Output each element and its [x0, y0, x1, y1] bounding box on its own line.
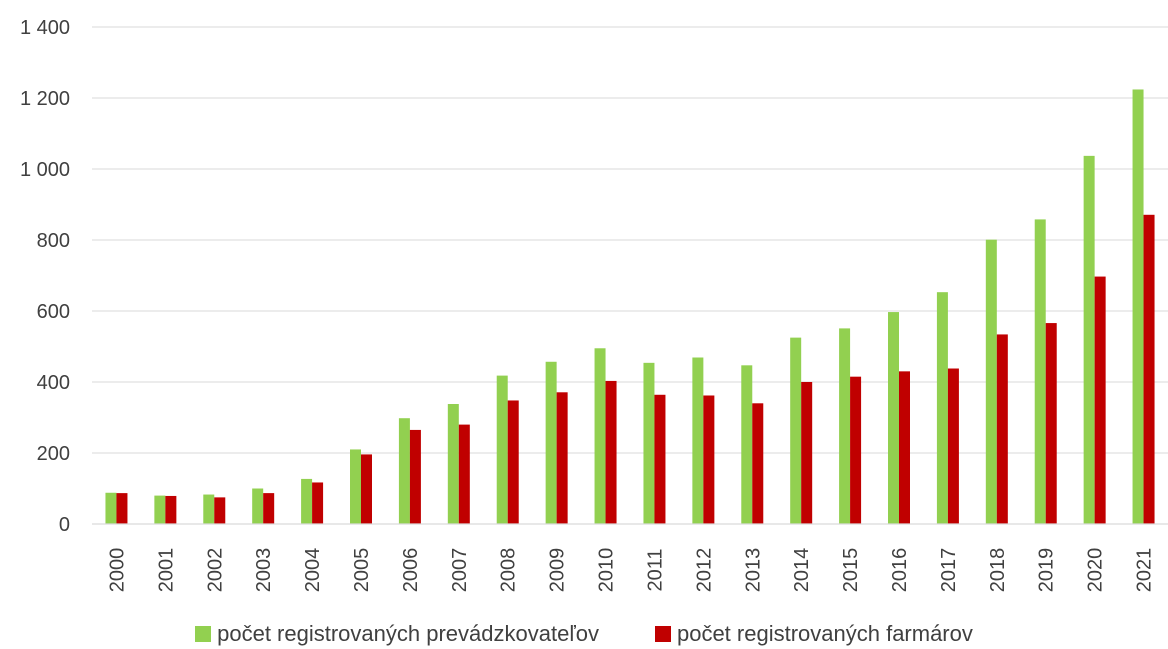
x-tick-label: 2005 — [351, 548, 373, 593]
x-tick-label: 2004 — [302, 548, 324, 593]
bar-operators-2015 — [839, 328, 851, 524]
legend-item-operators: počet registrovaných prevádzkovateľov — [195, 621, 599, 647]
bar-operators-2009 — [545, 361, 557, 524]
bar-operators-2014 — [790, 337, 802, 524]
bar-farmers-2007 — [458, 424, 470, 524]
x-tick-label: 2006 — [400, 548, 422, 593]
bar-operators-2010 — [594, 348, 606, 524]
bar-farmers-2014 — [801, 382, 813, 524]
bar-farmers-2005 — [361, 454, 372, 524]
bar-operators-2018 — [985, 239, 997, 524]
bar-farmers-2000 — [116, 493, 128, 524]
bar-farmers-2013 — [752, 403, 764, 524]
bar-farmers-2012 — [703, 395, 715, 524]
bar-farmers-2017 — [947, 368, 959, 524]
bar-operators-2004 — [301, 478, 313, 524]
bar-operators-2011 — [643, 362, 655, 524]
bar-farmers-2010 — [605, 380, 617, 524]
bar-operators-2001 — [154, 495, 166, 524]
bar-farmers-2016 — [899, 371, 910, 524]
x-tick-label: 2009 — [547, 548, 569, 593]
y-tick-label: 1 200 — [20, 88, 70, 110]
bar-farmers-2003 — [263, 493, 275, 524]
legend-label-farmers: počet registrovaných farmárov — [676, 621, 973, 646]
bar-farmers-2020 — [1094, 276, 1106, 524]
x-tick-label: 2015 — [840, 548, 862, 593]
bar-farmers-2015 — [850, 376, 862, 524]
legend-label-operators: počet registrovaných prevádzkovateľov — [217, 621, 599, 646]
bar-farmers-2001 — [165, 495, 177, 524]
bar-operators-2005 — [350, 449, 361, 524]
bar-operators-2003 — [252, 488, 264, 524]
x-tick-label: 2014 — [791, 548, 813, 593]
x-tick-label: 2003 — [253, 548, 275, 593]
y-tick-label: 600 — [37, 301, 70, 323]
bars — [105, 89, 1155, 525]
bar-farmers-2009 — [556, 392, 568, 524]
x-tick-label: 2011 — [644, 548, 666, 591]
bar-farmers-2008 — [507, 400, 519, 524]
legend-swatch-operators — [195, 626, 212, 642]
bar-farmers-2021 — [1143, 214, 1155, 525]
bar-operators-2013 — [741, 365, 753, 524]
bar-operators-2000 — [105, 492, 117, 524]
bar-farmers-2019 — [1045, 323, 1057, 524]
bar-operators-2021 — [1132, 89, 1144, 524]
x-tick-label: 2012 — [693, 548, 715, 593]
legend: počet registrovaných prevádzkovateľov po… — [0, 621, 1168, 647]
bar-operators-2019 — [1034, 219, 1046, 524]
bar-farmers-2011 — [654, 394, 666, 524]
bar-farmers-2004 — [312, 482, 324, 524]
y-axis: 0 200 400 600 800 1 000 1 200 1 400 — [20, 17, 70, 536]
bar-operators-2007 — [447, 404, 459, 524]
x-tick-label: 2008 — [498, 548, 520, 593]
y-tick-label: 1 000 — [20, 159, 70, 181]
bar-farmers-2018 — [996, 334, 1008, 524]
x-tick-label: 2002 — [204, 548, 226, 593]
x-tick-label: 2018 — [987, 548, 1009, 593]
x-tick-label: 2019 — [1036, 548, 1058, 593]
x-tick-label: 2017 — [938, 548, 960, 593]
y-tick-label: 1 400 — [20, 17, 70, 39]
x-tick-label: 2016 — [889, 548, 911, 593]
legend-swatch-farmers — [654, 626, 671, 642]
x-tick-label: 2007 — [449, 548, 471, 593]
bar-operators-2012 — [692, 357, 704, 524]
y-tick-label: 200 — [37, 443, 70, 465]
bar-operators-2006 — [398, 418, 410, 524]
bar-operators-2008 — [496, 375, 508, 524]
x-tick-label: 2021 — [1134, 548, 1156, 593]
gridlines — [92, 26, 1168, 525]
y-tick-label: 0 — [59, 514, 70, 536]
x-tick-label: 2000 — [106, 548, 128, 593]
bar-operators-2002 — [203, 494, 215, 524]
x-axis: 2000 2001 2002 2003 2004 2005 2006 2007 2008 2009… — [92, 523, 1168, 593]
bar-farmers-2002 — [214, 497, 226, 524]
bar-operators-2016 — [888, 312, 899, 524]
x-tick-label: 2020 — [1085, 548, 1107, 593]
x-tick-label: 2013 — [742, 548, 764, 593]
x-tick-label: 2001 — [155, 548, 177, 593]
bar-farmers-2006 — [409, 429, 421, 524]
y-tick-label: 400 — [37, 372, 70, 394]
legend-item-farmers: počet registrovaných farmárov — [654, 621, 973, 647]
y-tick-label: 800 — [37, 230, 70, 252]
x-tick-label: 2010 — [596, 548, 618, 593]
bar-operators-2020 — [1083, 155, 1095, 525]
bar-operators-2017 — [936, 292, 948, 524]
